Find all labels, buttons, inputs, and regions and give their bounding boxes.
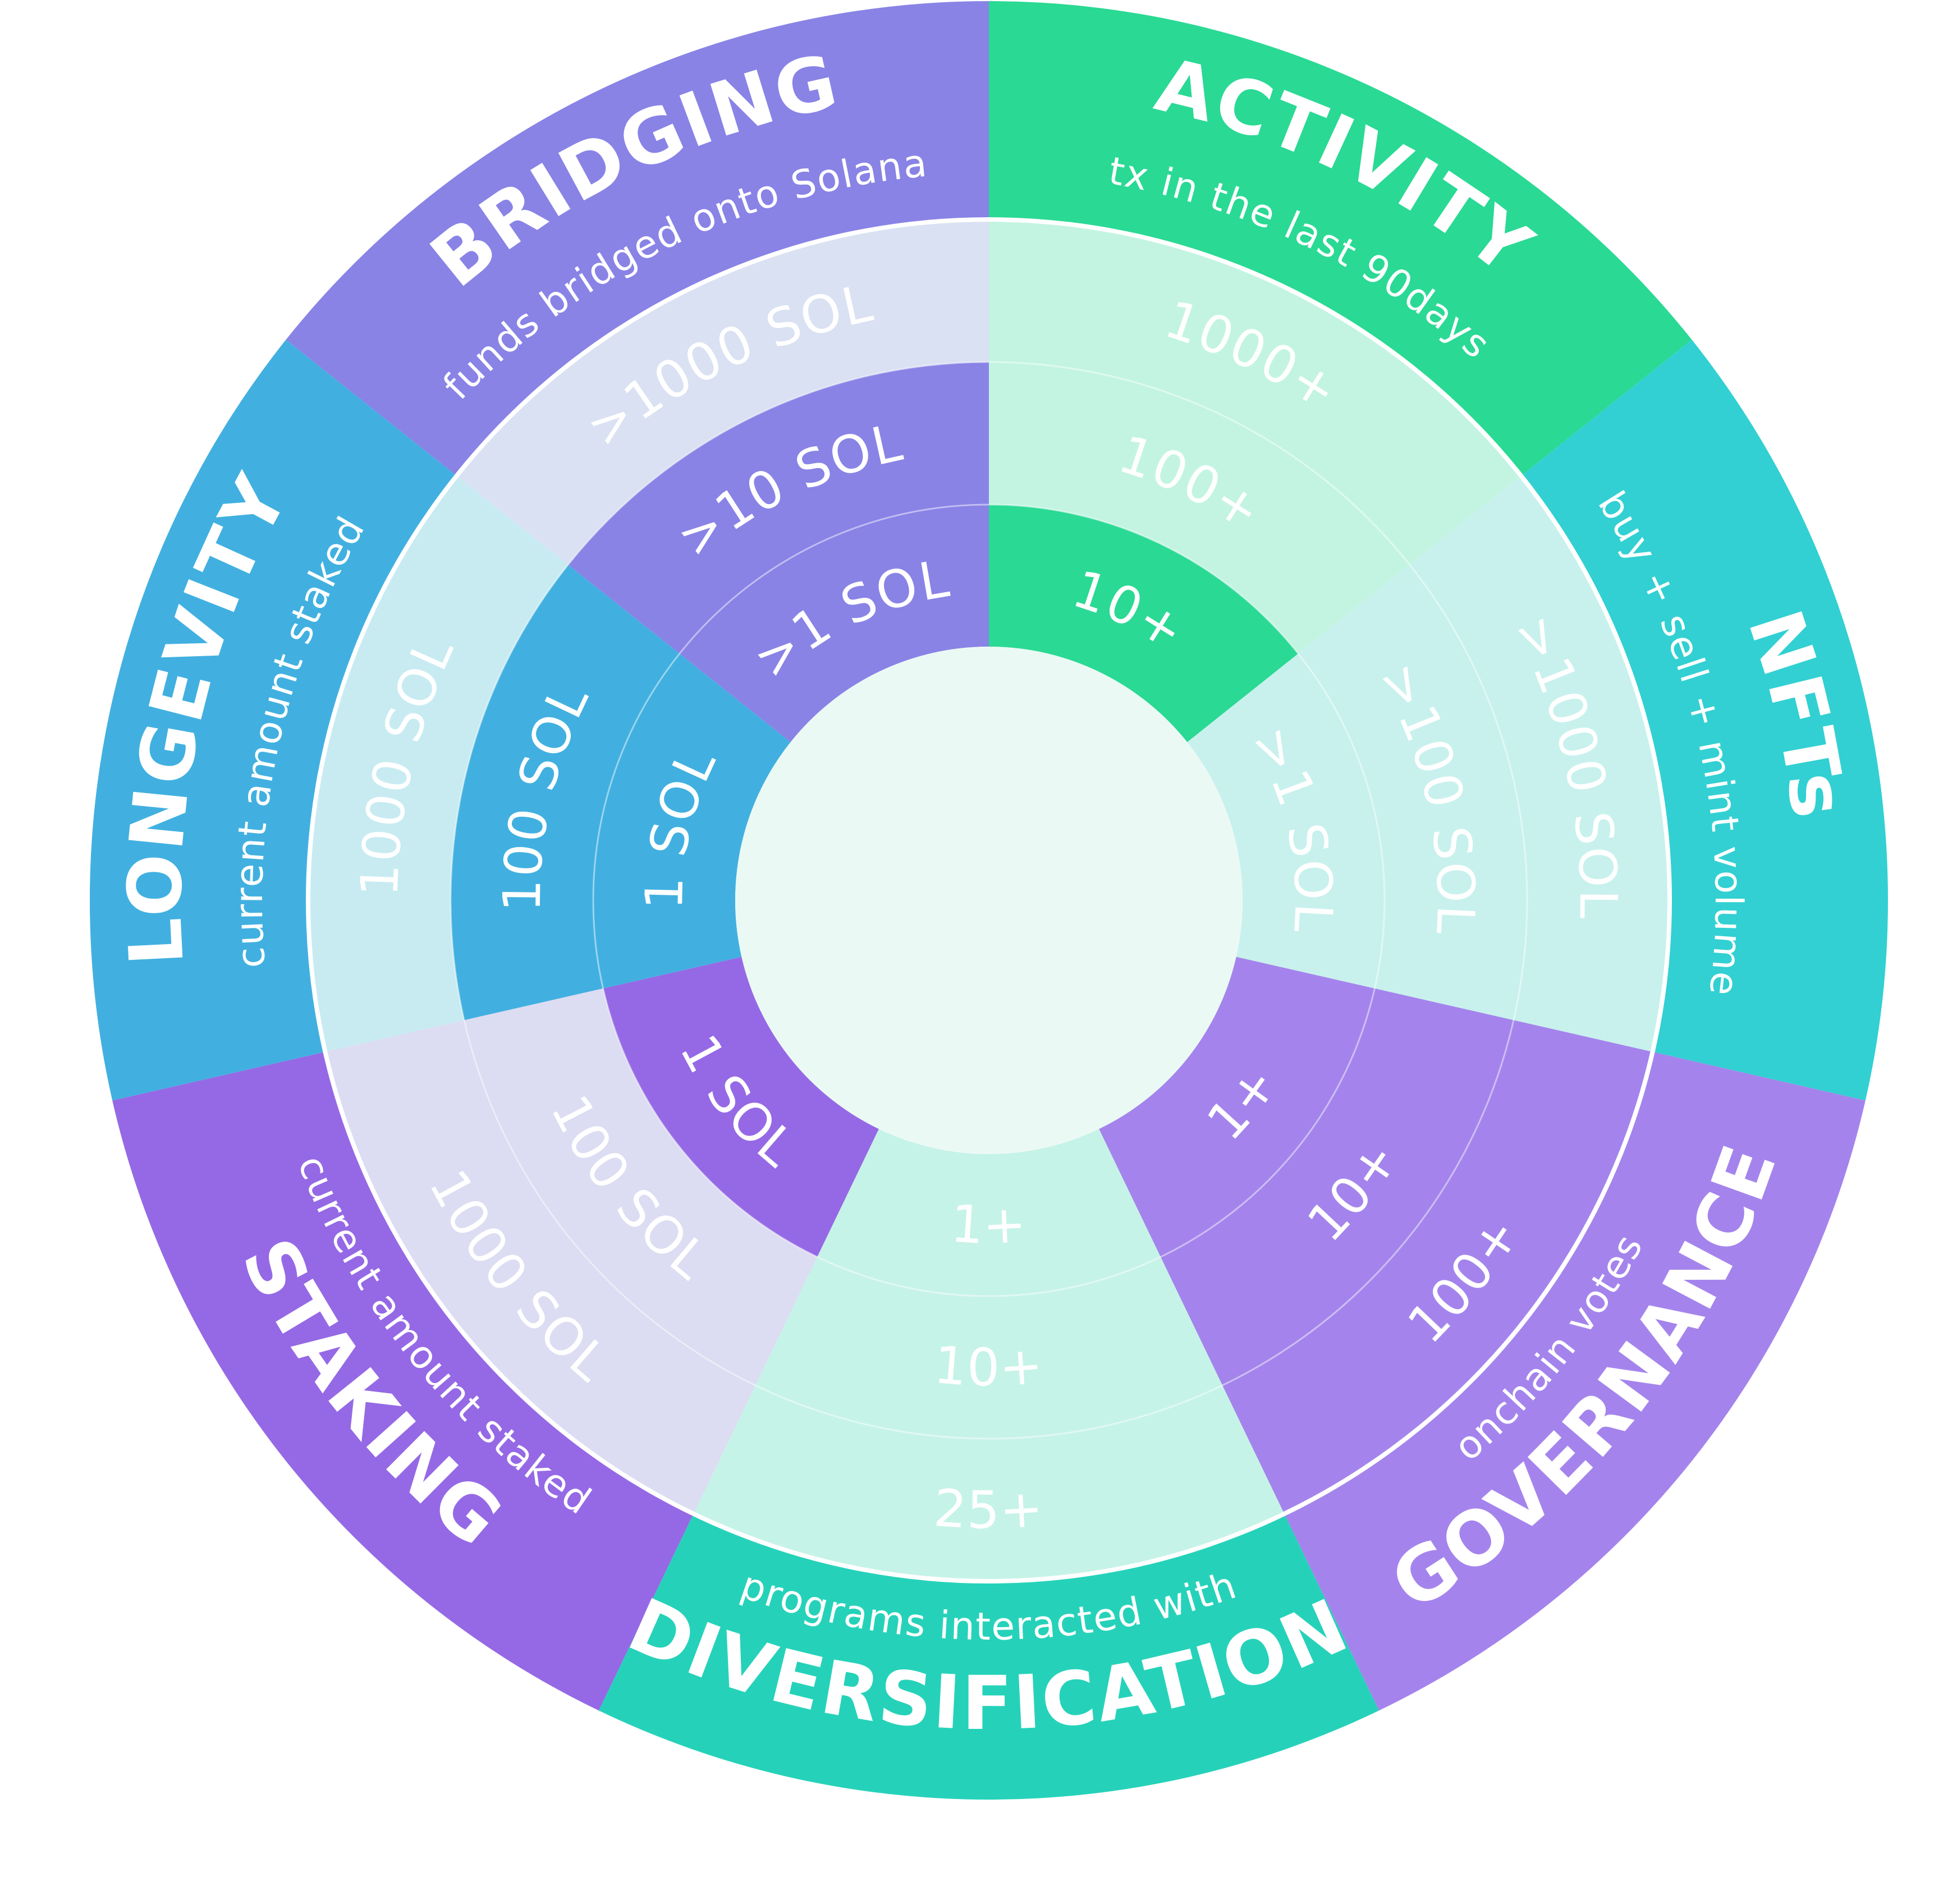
tier-longevity-3 — [308, 475, 569, 1052]
tier-diversification-1 — [817, 1129, 1161, 1296]
tier-bridging-3 — [456, 219, 989, 565]
tier-divider-ring-1 — [592, 504, 1386, 1297]
tier-label-diversification-2: 10+ — [932, 1335, 1046, 1398]
tier-bridging-1 — [679, 505, 989, 743]
tier-divider-ring-2 — [450, 361, 1528, 1440]
segment-nfts — [1521, 340, 1888, 1101]
tier-nfts-1 — [1187, 653, 1385, 988]
tier-nfts-2 — [1298, 565, 1527, 1020]
tier-governance-3 — [1222, 1020, 1653, 1514]
center-hub — [735, 647, 1243, 1154]
tier-label-diversification-1: 1+ — [949, 1193, 1029, 1256]
outer-band-boundary — [306, 217, 1672, 1583]
tier-governance-1 — [1099, 956, 1375, 1257]
tier-longevity-1 — [593, 653, 791, 988]
tier-activity-3 — [989, 219, 1521, 565]
segment-staking — [112, 1051, 694, 1711]
segment-activity — [989, 1, 1692, 476]
segment-longevity — [90, 340, 457, 1101]
tier-staking-2 — [464, 988, 818, 1386]
tier-nfts-3 — [1409, 475, 1670, 1052]
center-circle — [735, 647, 1243, 1154]
tier-activity-1 — [989, 505, 1299, 743]
outer-ring — [90, 1, 1888, 1800]
tier-staking-3 — [325, 1020, 755, 1514]
segment-bridging — [286, 1, 989, 476]
tier-label-diversification-3: 25+ — [932, 1478, 1046, 1540]
tier-governance-2 — [1160, 988, 1514, 1386]
tier-diversification-3 — [693, 1385, 1285, 1581]
segment-governance — [1284, 1051, 1866, 1711]
ring-lines — [306, 217, 1672, 1583]
tier-rings — [308, 219, 1670, 1581]
tier-longevity-2 — [451, 565, 680, 1020]
segment-diversification — [598, 1513, 1379, 1800]
tier-activity-2 — [989, 362, 1410, 654]
tier-diversification-2 — [755, 1257, 1223, 1439]
tier-bridging-2 — [568, 362, 989, 654]
tier-staking-1 — [603, 956, 879, 1257]
